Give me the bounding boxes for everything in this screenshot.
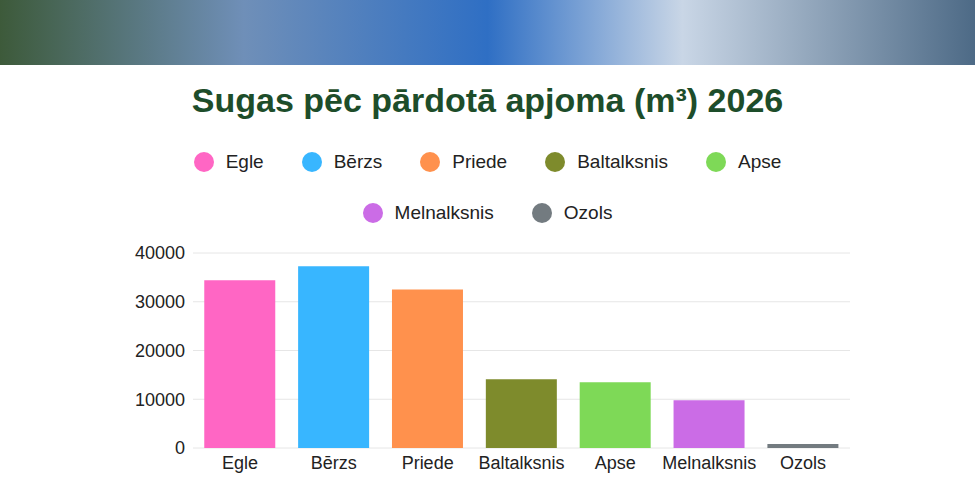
html-text:Baltalksnis: Baltalksnis (577, 151, 668, 172)
svg-text:Apse: Apse (595, 453, 636, 473)
svg-text:Baltalksnis: Baltalksnis (478, 453, 564, 473)
svg-text:40000: 40000 (135, 243, 185, 263)
svg-text:Melnalksnis: Melnalksnis (662, 453, 756, 473)
html-text:Priede: Priede (452, 151, 508, 172)
svg-text:Priede: Priede (402, 453, 454, 473)
html-text:Melnalksnis: Melnalksnis (394, 202, 494, 223)
html-text:Egle: Egle (225, 151, 264, 172)
svg-text:30000: 30000 (135, 292, 185, 312)
html-text:Sugas pēc pārdotā apjoma (m³): Sugas pēc pārdotā apjoma (m³) 2026 (191, 81, 784, 119)
svg-text:Ozols: Ozols (780, 453, 826, 473)
svg-text:Bērzs: Bērzs (311, 453, 357, 473)
html-text:Bērzs: Bērzs (333, 151, 383, 172)
svg-text:10000: 10000 (135, 390, 185, 410)
svg-text:20000: 20000 (135, 341, 185, 361)
svg-text:Egle: Egle (222, 453, 258, 473)
html-text:Ozols: Ozols (563, 202, 613, 223)
svg-text:0: 0 (175, 438, 185, 458)
html-text:Apse: Apse (738, 151, 782, 172)
